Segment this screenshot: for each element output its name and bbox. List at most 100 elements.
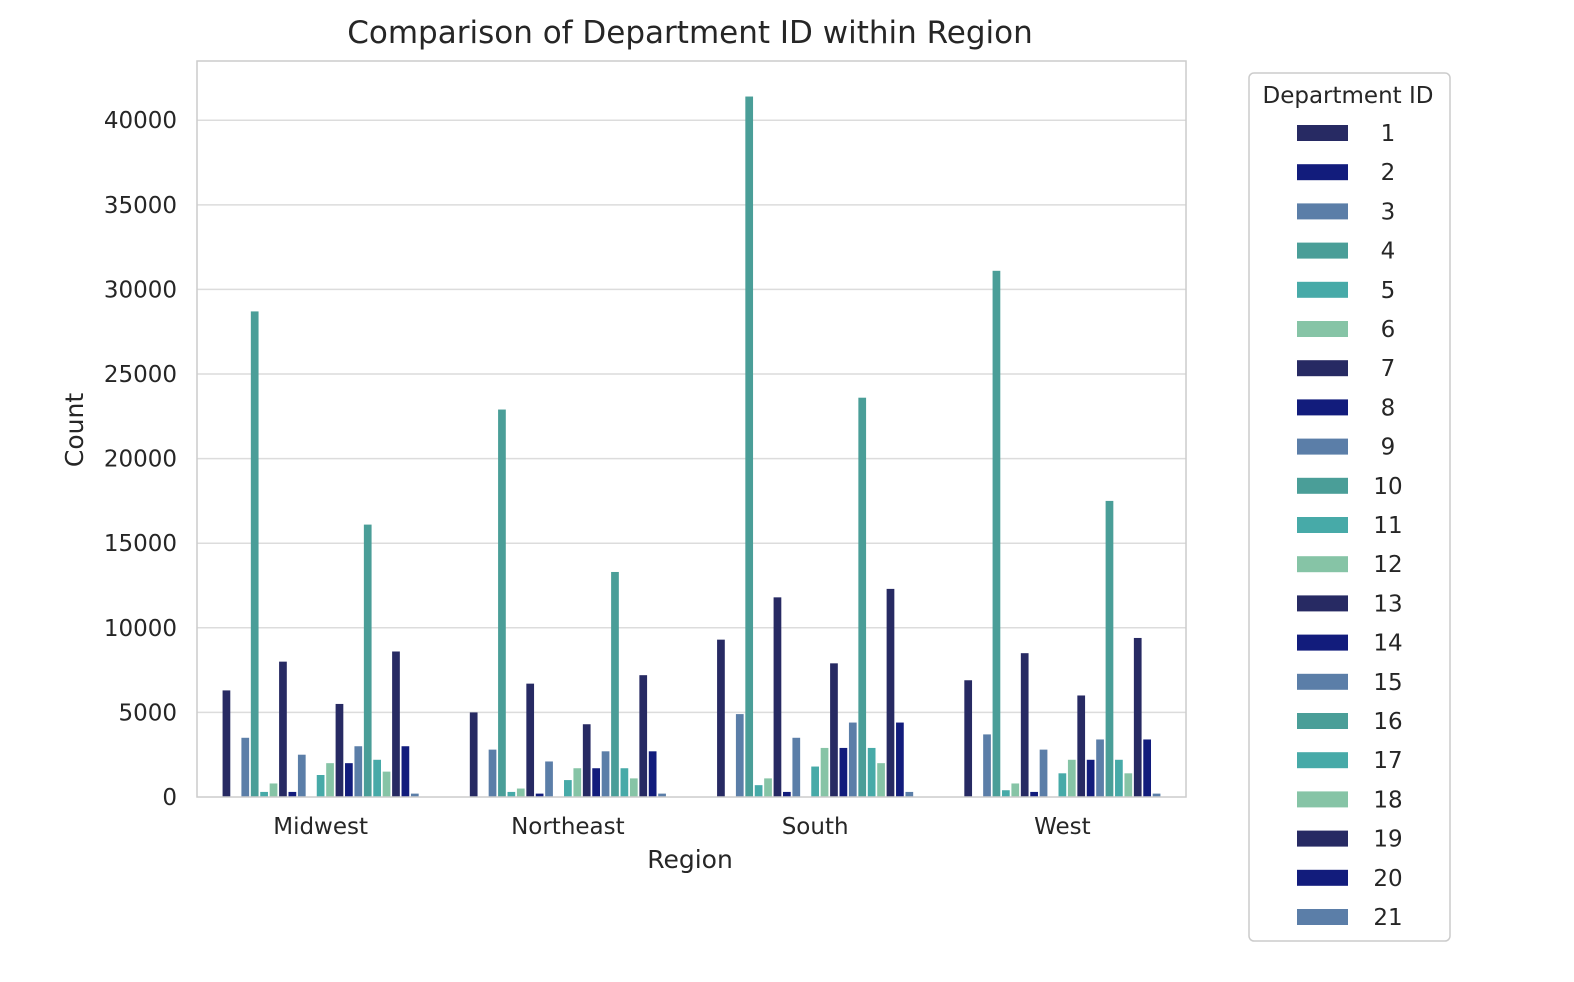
legend-swatch xyxy=(1297,909,1348,925)
bar-dept-5-northeast xyxy=(507,791,516,797)
legend-swatch xyxy=(1297,634,1348,651)
bar-dept-6-west xyxy=(1011,783,1020,797)
gridlines xyxy=(197,119,1186,714)
bar-dept-21-midwest xyxy=(410,793,419,797)
bar-dept-11-northeast xyxy=(564,780,572,797)
bar-dept-9-midwest xyxy=(297,754,306,797)
bar-dept-15-south xyxy=(848,722,857,797)
plot-frame xyxy=(196,60,1187,798)
legend-label: 19 xyxy=(1373,827,1402,853)
legend-swatch xyxy=(1297,360,1348,377)
bar-dept-14-midwest xyxy=(345,763,353,797)
legend-label: 15 xyxy=(1373,670,1402,696)
bar-dept-16-northeast xyxy=(611,571,619,797)
bar-dept-20-south xyxy=(896,722,904,797)
legend-label: 2 xyxy=(1381,160,1396,186)
bar-dept-4-midwest xyxy=(250,311,259,797)
legend-label: 7 xyxy=(1381,356,1396,382)
bar-dept-9-northeast xyxy=(545,761,553,797)
legend-label: 4 xyxy=(1381,239,1396,265)
bar-dept-11-midwest xyxy=(316,775,325,797)
bar-dept-14-northeast xyxy=(592,768,600,797)
bar-dept-16-south xyxy=(858,397,867,797)
bar-dept-19-west xyxy=(1133,637,1142,797)
x-tick-label: West xyxy=(1034,814,1091,840)
legend-swatch xyxy=(1297,517,1348,533)
bar-dept-20-west xyxy=(1143,739,1152,797)
bar-dept-14-west xyxy=(1086,759,1095,797)
legend-swatch xyxy=(1297,281,1348,298)
bar-dept-8-south xyxy=(783,791,791,797)
y-tick-label: 40000 xyxy=(104,108,177,134)
legend-swatch xyxy=(1297,477,1348,494)
legend-label: 10 xyxy=(1373,474,1402,500)
bar-dept-9-west xyxy=(1039,749,1048,797)
y-tick-label: 30000 xyxy=(104,277,177,303)
legend-swatch xyxy=(1297,242,1348,259)
bar-dept-4-west xyxy=(992,270,1001,797)
legend-swatch xyxy=(1297,125,1348,141)
bar-dept-11-west xyxy=(1058,773,1067,797)
legend-swatch xyxy=(1297,830,1348,847)
bar-dept-7-south xyxy=(773,597,782,797)
bar-dept-19-midwest xyxy=(392,651,400,797)
y-axis-label: Count xyxy=(60,393,89,467)
bar-dept-4-south xyxy=(745,96,754,798)
legend-frame xyxy=(1248,72,1451,942)
x-tick-label: Northeast xyxy=(511,814,625,840)
bar-dept-5-midwest xyxy=(260,791,268,797)
bar-dept-21-northeast xyxy=(658,793,666,797)
bar-dept-18-south xyxy=(877,763,885,797)
legend-label: 13 xyxy=(1373,591,1402,617)
bar-dept-6-south xyxy=(764,778,772,797)
bar-dept-12-south xyxy=(820,747,829,797)
bar-dept-3-west xyxy=(983,734,991,797)
bar-dept-17-northeast xyxy=(620,768,629,797)
bar-dept-18-northeast xyxy=(629,778,638,797)
bar-dept-19-south xyxy=(886,588,895,797)
legend-label: 1 xyxy=(1381,121,1396,147)
legend: Department ID 12345678910111213141516171… xyxy=(1248,72,1451,942)
bar-dept-7-northeast xyxy=(526,683,535,797)
legend-swatch xyxy=(1297,869,1348,886)
bar-dept-13-midwest xyxy=(335,703,344,797)
bar-dept-7-west xyxy=(1020,653,1029,797)
bar-dept-8-west xyxy=(1030,791,1038,797)
bar-dept-15-west xyxy=(1096,739,1104,797)
x-axis: Midwest Northeast South West xyxy=(273,814,1090,840)
bar-dept-18-midwest xyxy=(382,771,391,797)
bar-dept-6-northeast xyxy=(516,788,525,797)
bar-dept-16-west xyxy=(1105,500,1114,797)
legend-swatch xyxy=(1297,556,1348,573)
bars xyxy=(222,96,1161,798)
bar-dept-9-south xyxy=(792,737,801,797)
legend-swatch xyxy=(1297,203,1348,220)
legend-label: 20 xyxy=(1373,866,1402,892)
bar-dept-13-south xyxy=(830,663,838,797)
bar-dept-1-northeast xyxy=(469,712,478,797)
legend-label: 16 xyxy=(1373,709,1402,735)
bar-dept-19-northeast xyxy=(639,675,648,797)
bar-dept-12-northeast xyxy=(573,768,582,797)
bar-dept-20-midwest xyxy=(401,746,410,797)
bar-dept-12-midwest xyxy=(326,763,334,797)
bar-dept-5-west xyxy=(1001,790,1010,797)
legend-label: 8 xyxy=(1381,395,1396,421)
bar-dept-21-west xyxy=(1152,793,1161,797)
x-axis-label: Region xyxy=(647,845,733,874)
legend-swatch xyxy=(1297,438,1348,455)
bar-dept-5-south xyxy=(754,785,763,797)
bar-dept-16-midwest xyxy=(363,524,372,797)
bar-dept-1-south xyxy=(717,639,725,797)
bar-dept-4-northeast xyxy=(498,409,506,797)
legend-label: 5 xyxy=(1381,278,1396,304)
bar-dept-20-northeast xyxy=(648,751,657,797)
legend-label: 6 xyxy=(1381,317,1396,343)
bar-dept-21-south xyxy=(905,791,914,797)
y-tick-label: 0 xyxy=(162,785,177,811)
legend-label: 3 xyxy=(1381,199,1396,225)
legend-title: Department ID xyxy=(1263,83,1434,109)
